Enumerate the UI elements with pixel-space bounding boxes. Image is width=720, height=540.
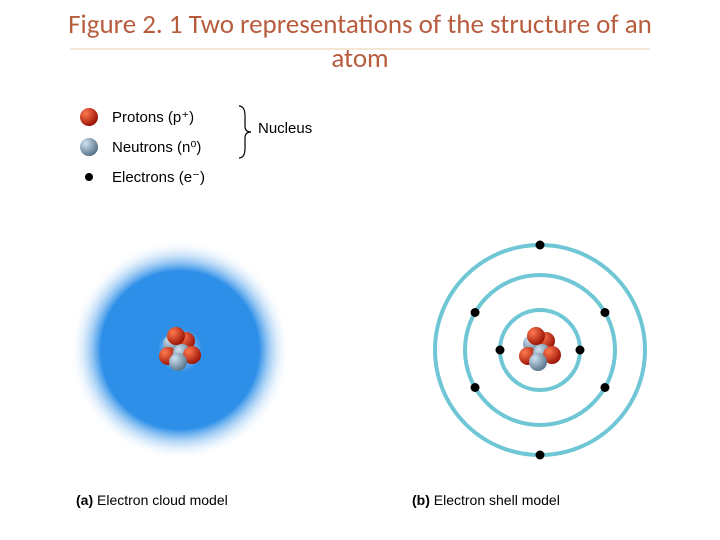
legend-proton-row: Protons (p⁺) bbox=[80, 102, 205, 132]
electron-label: Electrons (e⁻) bbox=[112, 168, 205, 186]
legend-neutron-row: Neutrons (n⁰) bbox=[80, 132, 205, 162]
neutron-label: Neutrons (n⁰) bbox=[112, 138, 201, 156]
electron-shell-model bbox=[360, 210, 720, 490]
caption-b: (b) Electron shell model bbox=[360, 492, 720, 508]
legend: Protons (p⁺) Neutrons (n⁰) Electrons (e⁻… bbox=[80, 102, 205, 192]
caption-a: (a) Electron cloud model bbox=[0, 492, 360, 508]
electron-cloud-model bbox=[0, 210, 360, 490]
title-underline bbox=[70, 48, 650, 50]
proton-label: Protons (p⁺) bbox=[112, 108, 194, 126]
nucleus-bracket-icon bbox=[238, 104, 254, 160]
legend-electron-row: Electrons (e⁻) bbox=[80, 162, 205, 192]
nucleus-bracket-label: Nucleus bbox=[258, 120, 312, 137]
electron-icon bbox=[85, 173, 93, 181]
figure-title: Figure 2. 1 Two representations of the s… bbox=[0, 0, 720, 80]
neutron-icon bbox=[80, 138, 98, 156]
captions: (a) Electron cloud model (b) Electron sh… bbox=[0, 492, 720, 508]
proton-icon bbox=[80, 108, 98, 126]
